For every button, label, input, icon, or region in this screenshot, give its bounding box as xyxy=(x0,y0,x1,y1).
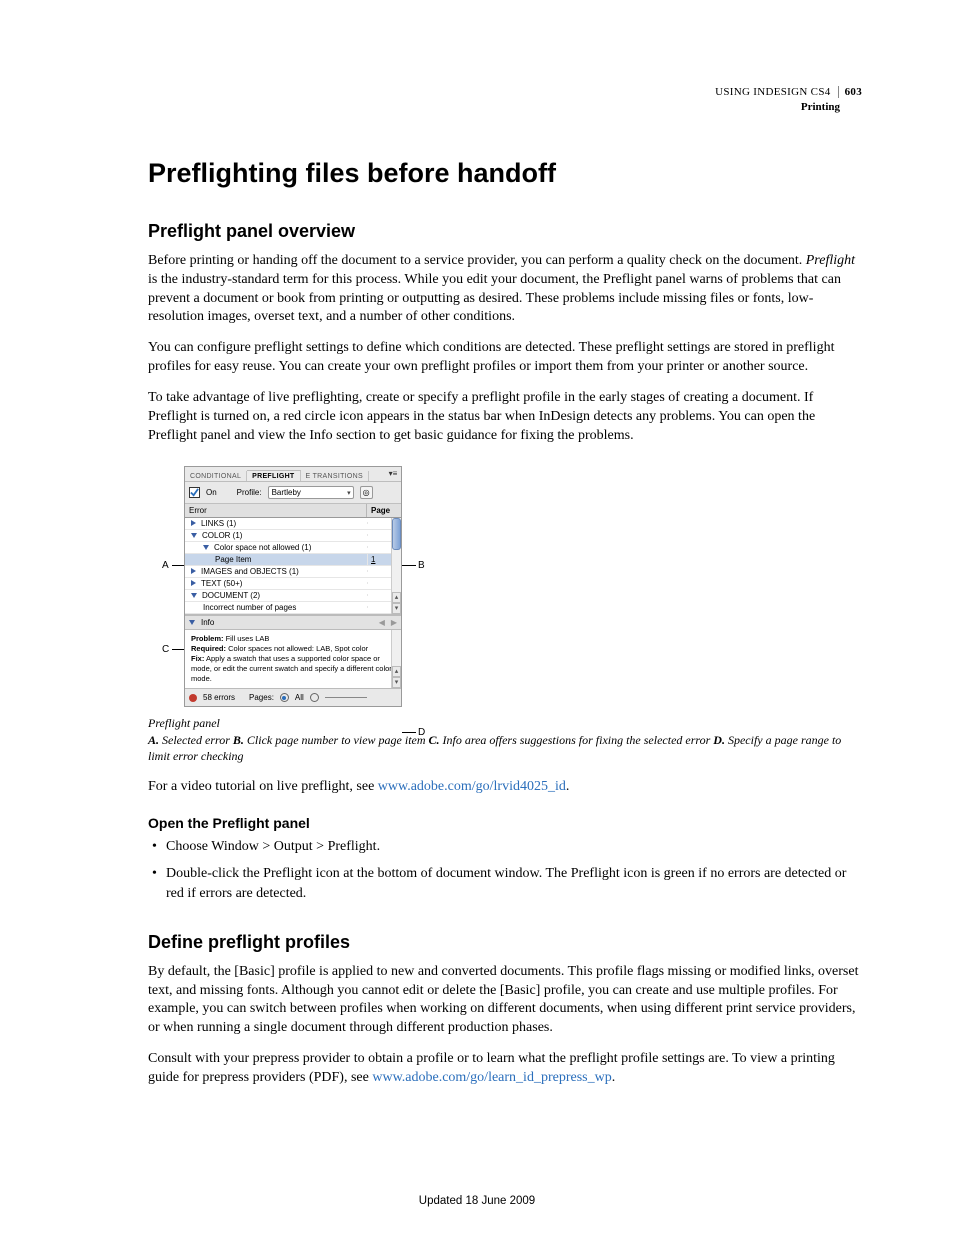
section-title: Printing xyxy=(148,100,862,115)
figure-caption: Preflight panel A. Selected error B. Cli… xyxy=(148,715,862,764)
define-paragraph-2: Consult with your prepress provider to o… xyxy=(148,1050,862,1088)
preflight-panel: CONDITIONAL PREFLIGHT E TRANSITIONS ▾≡ O… xyxy=(184,466,402,708)
preflight-on-checkbox[interactable] xyxy=(189,487,200,498)
error-count: 58 errors xyxy=(203,693,235,702)
updated-date: Updated 18 June 2009 xyxy=(0,1195,954,1207)
list-header: Error Page xyxy=(185,504,401,518)
all-label: All xyxy=(295,693,304,702)
caption-title: Preflight panel xyxy=(148,715,862,731)
define-paragraph-1: By default, the [Basic] profile is appli… xyxy=(148,963,862,1039)
info-body: Problem: Fill uses LAB Required: Color s… xyxy=(185,630,401,689)
profile-value: Bartleby xyxy=(272,488,301,497)
info-prev-icon[interactable]: ◀ xyxy=(379,618,385,627)
error-list: LINKS (1) COLOR (1) Color space not allo… xyxy=(185,518,401,615)
page-link[interactable]: 1 xyxy=(371,555,375,564)
book-title: USING INDESIGN CS4 xyxy=(715,86,830,98)
list-scrollbar[interactable]: ▴ ▾ xyxy=(391,518,401,614)
panel-footer: 58 errors Pages: All xyxy=(185,688,401,706)
row-images[interactable]: IMAGES and OBJECTS (1) xyxy=(185,566,401,578)
info-next-icon[interactable]: ▶ xyxy=(391,618,397,627)
error-status-dot-icon xyxy=(189,694,197,702)
page-title: Preflighting files before handoff xyxy=(148,158,862,189)
page-range-line xyxy=(325,697,367,698)
section-heading-define: Define preflight profiles xyxy=(148,932,862,953)
open-preflight-list: Choose Window > Output > Preflight. Doub… xyxy=(148,837,862,904)
row-document[interactable]: DOCUMENT (2) xyxy=(185,590,401,602)
info-header[interactable]: Info ◀▶ xyxy=(185,615,401,630)
intro-paragraph: Before printing or handing off the docum… xyxy=(148,252,862,328)
on-label: On xyxy=(206,488,217,497)
preflight-panel-figure: A B C D CONDITIONAL PREFLIGHT E TRANSITI… xyxy=(170,466,440,708)
panel-menu-icon[interactable]: ▾≡ xyxy=(388,470,398,478)
term-preflight: Preflight xyxy=(806,253,855,268)
open-preflight-heading: Open the Preflight panel xyxy=(148,815,862,831)
config-paragraph: You can configure preflight settings to … xyxy=(148,339,862,377)
callout-d: D xyxy=(418,727,425,738)
pages-range-radio[interactable] xyxy=(310,693,319,702)
profile-select[interactable]: Bartleby ▾ xyxy=(268,486,354,499)
list-item: Choose Window > Output > Preflight. xyxy=(152,837,862,857)
list-item: Double-click the Preflight icon at the b… xyxy=(152,864,862,903)
callout-a: A xyxy=(162,560,169,571)
pages-all-radio[interactable] xyxy=(280,693,289,702)
video-link[interactable]: www.adobe.com/go/lrvid4025_id xyxy=(378,779,566,794)
tab-preflight[interactable]: PREFLIGHT xyxy=(247,470,300,481)
col-error: Error xyxy=(185,504,367,517)
row-links[interactable]: LINKS (1) xyxy=(185,518,401,530)
video-tutorial-paragraph: For a video tutorial on live preflight, … xyxy=(148,778,862,797)
pages-label: Pages: xyxy=(249,693,274,702)
row-text[interactable]: TEXT (50+) xyxy=(185,578,401,590)
panel-toolbar: On Profile: Bartleby ▾ ◎ xyxy=(185,482,401,504)
col-page: Page xyxy=(367,504,401,517)
row-page-item[interactable]: Page Item 1 xyxy=(185,554,401,566)
live-preflight-paragraph: To take advantage of live preflighting, … xyxy=(148,389,862,446)
tab-conditional[interactable]: CONDITIONAL xyxy=(185,471,247,481)
row-color[interactable]: COLOR (1) xyxy=(185,530,401,542)
profile-label: Profile: xyxy=(237,488,262,497)
page-header: USING INDESIGN CS4 603 Printing xyxy=(148,85,862,116)
info-scrollbar[interactable]: ▴ ▾ xyxy=(391,630,401,689)
row-color-sub[interactable]: Color space not allowed (1) xyxy=(185,542,401,554)
callout-b: B xyxy=(418,560,425,571)
panel-tabs: CONDITIONAL PREFLIGHT E TRANSITIONS ▾≡ xyxy=(185,467,401,482)
prepress-link[interactable]: www.adobe.com/go/learn_id_prepress_wp xyxy=(372,1070,611,1085)
tab-transitions[interactable]: E TRANSITIONS xyxy=(301,471,369,481)
section-heading-overview: Preflight panel overview xyxy=(148,221,862,242)
embed-profile-icon[interactable]: ◎ xyxy=(360,486,373,499)
page-number: 603 xyxy=(838,86,862,98)
row-document-sub[interactable]: Incorrect number of pages xyxy=(185,602,401,614)
callout-c: C xyxy=(162,644,169,655)
